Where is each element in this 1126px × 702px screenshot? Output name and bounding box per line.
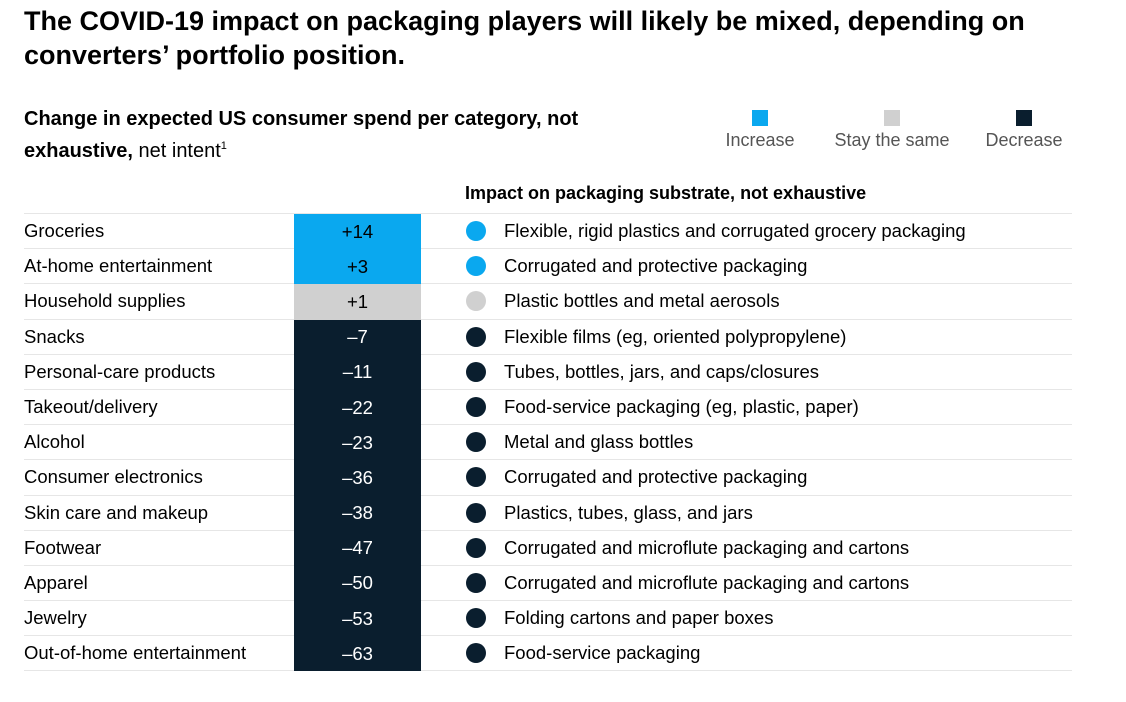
legend-item-decrease: Decrease <box>984 110 1064 151</box>
impact-text: Food-service packaging <box>504 642 701 664</box>
legend-item-stay-the-same: Stay the same <box>832 110 952 151</box>
legend-item-increase: Increase <box>724 110 796 151</box>
category-label: Jewelry <box>24 607 87 629</box>
category-label: Out-of-home entertainment <box>24 642 247 664</box>
value-cell-decrease: –11 <box>294 354 421 390</box>
table-row: Footwear –47 Corrugated and microflute pac… <box>24 530 1072 566</box>
impact-dot-decrease <box>466 502 486 523</box>
data-table: Groceries +14 Flexible, rigid plastics and… <box>24 213 1072 672</box>
category-label: Consumer electronics <box>24 466 203 488</box>
legend-swatch-increase <box>752 110 768 126</box>
legend-swatch-stay-the-same <box>884 110 900 126</box>
table-row: Apparel –50 Corrugated and microflute pack… <box>24 565 1072 602</box>
table-row: Household supplies +1 Plastic bottles and … <box>24 284 1072 320</box>
value-cell-decrease: –63 <box>294 636 421 672</box>
impact-text: Plastic bottles and metal aerosols <box>504 290 780 312</box>
table-row: Takeout/delivery –22 Food-service packagin… <box>24 389 1072 426</box>
impact-dot-decrease <box>466 326 486 347</box>
impact-dot-increase <box>466 221 486 242</box>
value-cell-decrease: –22 <box>294 389 421 426</box>
chart-title: The COVID-19 impact on packaging players… <box>24 6 1025 70</box>
impact-dot-decrease <box>466 572 486 593</box>
value-cell-increase: +14 <box>294 214 421 250</box>
impact-text: Tubes, bottles, jars, and caps/closures <box>504 360 819 382</box>
chart-subtitle: Change in expected US consumer spend per… <box>24 106 644 165</box>
footnote-marker: 1 <box>220 140 227 152</box>
impact-text: Metal and glass bottles <box>504 431 694 453</box>
impact-dot-decrease <box>466 467 486 488</box>
category-label: Household supplies <box>24 290 186 312</box>
impact-dot-decrease <box>466 361 486 382</box>
impact-dot-decrease <box>466 432 486 453</box>
value-cell-increase: +3 <box>294 249 421 285</box>
value-cell-decrease: –7 <box>294 319 421 355</box>
value-cell-same: +1 <box>294 284 421 320</box>
table-row: Out-of-home entertainment –63 Food-service… <box>24 636 1072 672</box>
category-label: Skin care and makeup <box>24 501 209 523</box>
impact-text: Flexible, rigid plastics and corrugated … <box>504 220 966 242</box>
table-row: Skin care and makeup –38 Plastics, tubes, … <box>24 495 1072 531</box>
value-cell-decrease: –53 <box>294 601 421 637</box>
category-label: Groceries <box>24 220 105 242</box>
category-label: Footwear <box>24 536 102 558</box>
value-cell-decrease: –38 <box>294 495 421 531</box>
category-label: Alcohol <box>24 431 85 453</box>
category-label: Snacks <box>24 325 85 347</box>
impact-text: Flexible films (eg, oriented polypropyle… <box>504 325 847 347</box>
category-label: Takeout/delivery <box>24 396 158 418</box>
table-row: Consumer electronics –36 Corrugated and pr… <box>24 460 1072 496</box>
category-label: Apparel <box>24 571 88 593</box>
category-label: Personal-care products <box>24 360 216 382</box>
table-row: Jewelry –53 Folding cartons and paper boxe… <box>24 601 1072 637</box>
impact-text: Plastics, tubes, glass, and jars <box>504 501 753 523</box>
impact-text: Corrugated and protective packaging <box>504 466 808 488</box>
impact-text: Folding cartons and paper boxes <box>504 607 774 629</box>
table-row: At-home entertainment +3 Corrugated and pr… <box>24 249 1072 285</box>
legend-label-decrease: Decrease <box>985 130 1063 150</box>
category-label: At-home entertainment <box>24 255 213 277</box>
subtitle-bold: Change in expected US consumer spend per… <box>24 108 579 162</box>
value-cell-decrease: –36 <box>294 460 421 496</box>
subtitle-normal: net intent <box>132 140 221 162</box>
value-cell-decrease: –23 <box>294 425 421 461</box>
value-cell-decrease: –47 <box>294 530 421 566</box>
impact-dot-decrease <box>466 397 486 418</box>
impact-text: Corrugated and protective packaging <box>504 255 808 277</box>
impact-dot-same <box>466 291 486 312</box>
value-cell-decrease: –50 <box>294 565 421 602</box>
impact-dot-decrease <box>466 643 486 664</box>
legend-label-increase: Increase <box>725 130 795 150</box>
impact-text: Food-service packaging (eg, plastic, pap… <box>504 396 859 418</box>
table-row: Alcohol –23 Metal and glass bottles <box>24 425 1072 461</box>
table-row: Snacks –7 Flexible films (eg, oriented pol… <box>24 319 1072 355</box>
impact-column-header: Impact on packaging substrate, not exhau… <box>465 183 867 203</box>
legend-label-stay-the-same: Stay the same <box>834 130 950 150</box>
impact-dot-increase <box>466 256 486 277</box>
table-row: Groceries +14 Flexible, rigid plastics and… <box>24 214 1072 250</box>
impact-text: Corrugated and microflute packaging and … <box>504 536 910 558</box>
impact-dot-decrease <box>466 537 486 558</box>
legend-swatch-decrease <box>1016 110 1032 126</box>
impact-dot-decrease <box>466 608 486 629</box>
impact-text: Corrugated and microflute packaging and … <box>504 571 910 593</box>
table-row: Personal-care products –11 Tubes, bottles,… <box>24 354 1072 390</box>
